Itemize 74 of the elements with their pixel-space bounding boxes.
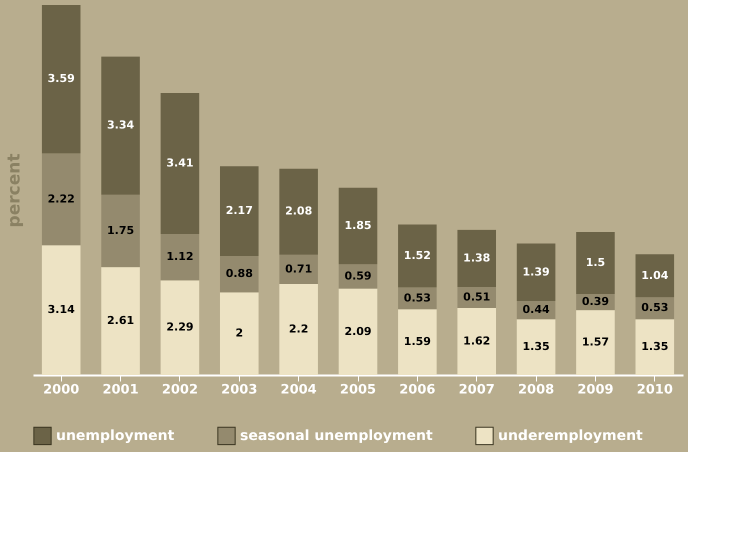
bar — [636, 319, 674, 375]
data-label: 1.5 — [586, 256, 606, 269]
bar — [457, 308, 496, 375]
x-tick-label: 2005 — [340, 382, 376, 398]
data-label: 0.71 — [285, 262, 312, 276]
bar — [576, 232, 615, 294]
bar — [636, 254, 674, 298]
data-label: 3.34 — [106, 118, 134, 132]
data-label: 1.85 — [344, 218, 372, 232]
bar — [220, 256, 259, 292]
bar — [338, 288, 378, 375]
bar — [160, 234, 200, 280]
bar — [398, 309, 437, 375]
bar — [42, 245, 80, 375]
x-tick-label: 2010 — [636, 382, 673, 398]
data-label: 2.22 — [48, 192, 75, 206]
bar — [457, 230, 496, 287]
data-label: 2.2 — [288, 322, 308, 336]
data-label: 0.53 — [641, 301, 668, 314]
data-label: 2.17 — [226, 204, 253, 218]
bar — [279, 254, 318, 284]
data-label: 1.04 — [641, 268, 669, 282]
bar — [101, 267, 140, 375]
x-tick-label: 2004 — [280, 382, 317, 398]
data-label: 1.62 — [463, 334, 490, 348]
x-tick-label: 2003 — [221, 382, 258, 398]
data-label: 1.39 — [522, 265, 550, 278]
data-label: 1.12 — [166, 250, 194, 264]
bar — [160, 280, 200, 375]
legend-label: underemployment — [498, 428, 644, 444]
data-label: 0.44 — [522, 303, 550, 316]
data-label: 1.35 — [641, 340, 668, 354]
bar — [279, 284, 318, 375]
x-tick-label: 2008 — [518, 382, 554, 398]
data-label: 2 — [235, 326, 244, 340]
bar — [398, 224, 437, 288]
data-label: 2.09 — [344, 324, 372, 338]
bar — [516, 319, 556, 375]
data-label: 0.39 — [582, 295, 610, 308]
data-label: 2.29 — [166, 320, 194, 334]
data-label: 1.38 — [463, 251, 490, 264]
data-label: 2.61 — [106, 314, 134, 328]
data-label: 2.08 — [285, 204, 312, 218]
legend-label: unemployment — [56, 428, 175, 444]
data-label: 0.51 — [463, 290, 490, 304]
legend-label: seasonal unemployment — [240, 428, 433, 444]
bar — [42, 5, 80, 154]
bar — [101, 56, 140, 195]
x-tick-label: 2002 — [162, 382, 198, 398]
data-label: 3.41 — [166, 156, 194, 170]
x-tick-label: 2009 — [577, 382, 614, 398]
bar — [160, 93, 200, 234]
x-tick-label: 2006 — [399, 382, 436, 398]
bar — [42, 153, 80, 246]
data-label: 1.52 — [404, 248, 431, 262]
bar — [220, 166, 259, 256]
data-label: 0.53 — [404, 291, 431, 304]
bar — [220, 292, 259, 375]
bar — [338, 188, 378, 264]
bar — [101, 194, 140, 268]
x-tick-label: 2007 — [458, 382, 495, 398]
x-tick-label: 2000 — [43, 382, 80, 398]
data-label: 1.59 — [404, 335, 431, 348]
data-label: 3.59 — [48, 72, 75, 86]
bar — [279, 168, 318, 255]
data-label: 3.14 — [48, 303, 76, 316]
data-label: 0.88 — [226, 267, 253, 280]
bar — [576, 310, 615, 375]
data-label: 0.59 — [344, 269, 372, 282]
data-label: 1.57 — [582, 336, 610, 349]
data-label: 1.75 — [106, 224, 134, 237]
bar — [516, 244, 556, 301]
data-label: 1.35 — [522, 340, 550, 354]
x-tick-label: 2001 — [102, 382, 139, 398]
